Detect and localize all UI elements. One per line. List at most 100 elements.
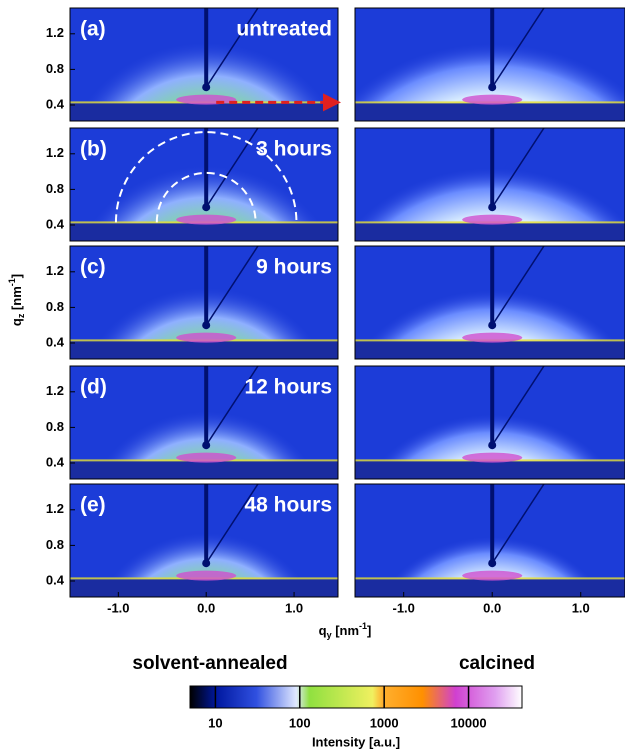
specular-rod <box>491 366 545 446</box>
frame <box>69 7 339 122</box>
colorbar-label: Intensity [a.u.] <box>312 734 400 749</box>
beamstop <box>490 246 495 326</box>
y-tick-label: 1.2 <box>46 263 64 278</box>
y-tick-label: 0.4 <box>46 334 65 349</box>
guide-circle <box>155 171 257 223</box>
specular-rod <box>205 484 259 564</box>
peak <box>462 214 523 225</box>
y-tick-label: 0.4 <box>46 572 65 587</box>
specular-rod <box>491 8 545 88</box>
frame <box>69 483 339 598</box>
peak <box>176 332 237 343</box>
specular-rod <box>491 128 545 208</box>
beamstop <box>204 8 209 88</box>
panel-label: (e) <box>80 494 106 517</box>
colorbar-tick-label: 1000 <box>370 715 399 730</box>
frame <box>354 127 625 242</box>
beamstop <box>490 366 495 446</box>
y-tick-label: 0.4 <box>46 454 65 469</box>
below-horizon <box>355 103 625 121</box>
peak <box>462 332 523 343</box>
y-tick-label: 0.8 <box>46 419 64 434</box>
guide-circle <box>114 131 298 223</box>
peak <box>176 214 237 225</box>
specular-rod <box>205 246 259 326</box>
below-horizon <box>70 103 338 121</box>
below-horizon <box>70 223 338 241</box>
axis-label-part: -1 <box>7 278 17 286</box>
below-horizon <box>70 341 338 359</box>
frame <box>354 483 625 598</box>
panel <box>70 246 338 359</box>
axis-label-part: ] <box>9 274 24 278</box>
colorbar <box>189 685 523 709</box>
peak <box>462 452 523 463</box>
specular-rod <box>205 128 259 208</box>
scatter-glow <box>355 128 625 241</box>
specular-rod <box>205 366 259 446</box>
panel <box>355 246 625 359</box>
frame <box>69 365 339 480</box>
panel-label: (b) <box>80 138 107 161</box>
peak <box>176 570 237 581</box>
beamstop <box>204 128 209 208</box>
peak <box>176 94 237 105</box>
beamstop <box>204 484 209 564</box>
axis-label-part: q <box>9 318 24 326</box>
frame <box>354 245 625 360</box>
panel-annotation: untreated <box>236 18 332 41</box>
panel <box>70 484 338 597</box>
x-tick-label: 1.0 <box>572 600 590 615</box>
column-title: calcined <box>459 653 535 674</box>
panel-label: (a) <box>80 18 106 41</box>
y-tick-label: 1.2 <box>46 145 64 160</box>
axis-label: qy [nm-1] <box>319 621 372 640</box>
peak <box>176 452 237 463</box>
panel <box>355 484 625 597</box>
y-tick-label: 0.8 <box>46 537 64 552</box>
panel-annotation: 9 hours <box>256 256 332 279</box>
beamstop <box>204 246 209 326</box>
beamstop <box>490 484 495 564</box>
beamstop <box>490 8 495 88</box>
y-tick-label: 0.4 <box>46 216 65 231</box>
panel-label: (d) <box>80 376 107 399</box>
colorbar-tick-label: 10000 <box>450 715 486 730</box>
axis-label-part: -1 <box>359 621 367 631</box>
below-horizon <box>355 579 625 597</box>
axis-label: qz [nm-1] <box>7 274 26 326</box>
below-horizon <box>355 341 625 359</box>
y-tick-label: 1.2 <box>46 25 64 40</box>
colorbar-tick-label: 100 <box>289 715 311 730</box>
beamstop <box>490 128 495 208</box>
below-horizon <box>355 461 625 479</box>
axis-label-part: q <box>319 623 327 638</box>
axis-label-part: y <box>327 630 332 640</box>
frame <box>69 245 339 360</box>
panel <box>355 128 625 241</box>
y-tick-label: 1.2 <box>46 383 64 398</box>
below-horizon <box>355 223 625 241</box>
x-tick-label: -1.0 <box>392 600 414 615</box>
y-tick-label: 0.8 <box>46 299 64 314</box>
frame <box>354 7 625 122</box>
x-tick-label: -1.0 <box>107 600 129 615</box>
y-tick-label: 0.8 <box>46 181 64 196</box>
axis-label-part: [nm <box>332 623 359 638</box>
panel-annotation: 12 hours <box>244 376 332 399</box>
below-horizon <box>70 461 338 479</box>
below-horizon <box>70 579 338 597</box>
specular-rod <box>491 246 545 326</box>
x-tick-label: 1.0 <box>285 600 303 615</box>
panel-annotation: 3 hours <box>256 138 332 161</box>
colorbar-tick-label: 10 <box>208 715 222 730</box>
y-tick-label: 0.8 <box>46 61 64 76</box>
panel <box>70 366 338 479</box>
axis-label-part: ] <box>367 623 371 638</box>
axis-label-part: [nm <box>9 286 24 313</box>
column-title: solvent-annealed <box>132 653 287 674</box>
panel <box>355 366 625 479</box>
frame <box>354 365 625 480</box>
peak <box>462 570 523 581</box>
